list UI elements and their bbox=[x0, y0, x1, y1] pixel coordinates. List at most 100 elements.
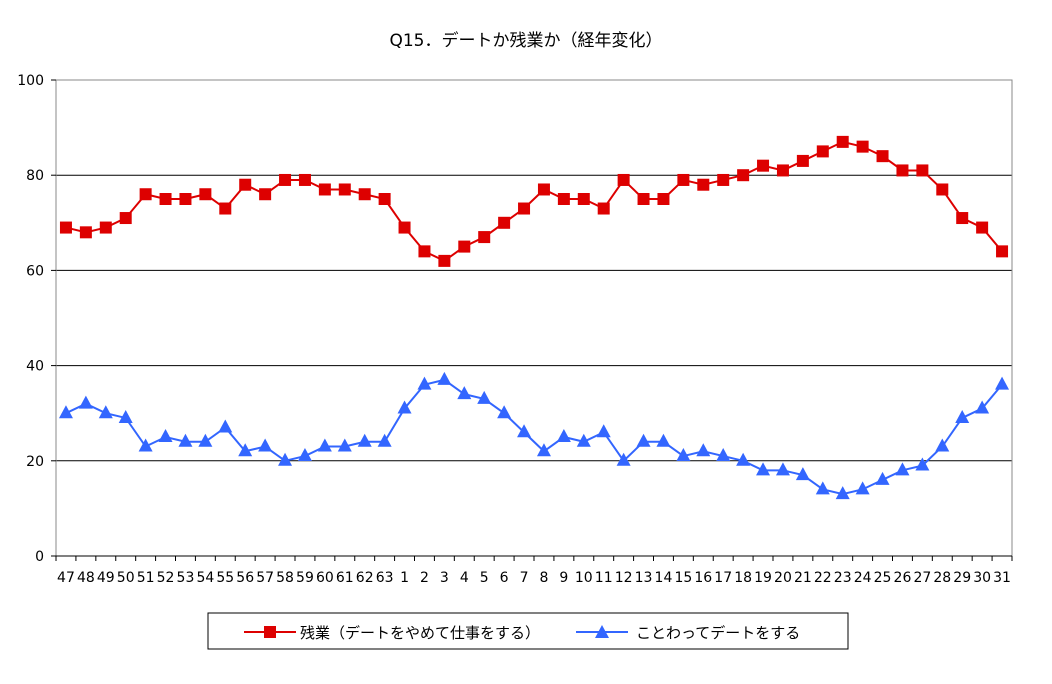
x-tick-label: 28 bbox=[933, 570, 951, 586]
data-point bbox=[815, 481, 830, 495]
x-tick-label: 57 bbox=[256, 570, 274, 586]
data-point bbox=[497, 405, 512, 419]
data-point bbox=[577, 193, 590, 205]
data-point bbox=[179, 193, 192, 205]
data-point bbox=[457, 386, 472, 400]
x-tick-label: 30 bbox=[973, 570, 991, 586]
data-point bbox=[556, 429, 571, 442]
x-tick-label: 12 bbox=[615, 570, 633, 586]
data-point bbox=[876, 150, 889, 163]
data-point bbox=[677, 173, 690, 186]
x-tick-label: 10 bbox=[575, 570, 593, 586]
x-tick-label: 22 bbox=[814, 570, 832, 586]
x-tick-label: 56 bbox=[236, 570, 254, 586]
data-point bbox=[536, 443, 551, 457]
data-point bbox=[357, 433, 372, 447]
data-point bbox=[298, 173, 311, 186]
x-tick-label: 58 bbox=[276, 570, 294, 586]
data-point bbox=[438, 254, 451, 267]
x-tick-label: 63 bbox=[376, 570, 394, 586]
series-layer bbox=[58, 135, 1010, 500]
legend: 残業（デートをやめて仕事をする） ことわってデートをする bbox=[207, 612, 849, 650]
data-point bbox=[816, 145, 829, 158]
data-point bbox=[437, 371, 452, 385]
x-tick-label: 2 bbox=[420, 570, 429, 586]
x-tick-label: 47 bbox=[57, 570, 75, 586]
data-point bbox=[537, 183, 550, 196]
data-point bbox=[636, 433, 651, 447]
x-tick-label: 26 bbox=[894, 570, 912, 586]
data-point bbox=[198, 433, 213, 447]
data-point bbox=[716, 448, 731, 462]
x-tick-label: 17 bbox=[714, 570, 732, 586]
data-point bbox=[139, 188, 152, 201]
data-point bbox=[478, 231, 491, 244]
data-point bbox=[78, 395, 93, 409]
data-point bbox=[836, 135, 849, 148]
data-point bbox=[259, 188, 272, 201]
x-tick-label: 31 bbox=[993, 570, 1011, 586]
data-point bbox=[995, 376, 1010, 390]
data-point bbox=[518, 202, 531, 215]
data-point bbox=[736, 452, 751, 466]
data-point bbox=[79, 226, 92, 239]
x-tick-label: 29 bbox=[953, 570, 971, 586]
x-tick-label: 11 bbox=[595, 570, 613, 586]
data-point bbox=[118, 409, 133, 423]
x-tick-label: 24 bbox=[854, 570, 872, 586]
data-point bbox=[98, 405, 113, 419]
y-tick-label: 40 bbox=[26, 359, 44, 375]
x-tick-label: 6 bbox=[500, 570, 509, 586]
data-point bbox=[637, 193, 650, 205]
data-point bbox=[458, 240, 471, 253]
data-point bbox=[717, 173, 730, 186]
data-point bbox=[975, 400, 990, 414]
data-point bbox=[956, 212, 969, 225]
data-point bbox=[756, 462, 771, 476]
data-point bbox=[279, 173, 292, 186]
gridlines bbox=[56, 174, 1012, 462]
x-tick-label: 27 bbox=[913, 570, 931, 586]
data-point bbox=[498, 216, 511, 229]
data-point bbox=[99, 221, 112, 234]
data-point bbox=[617, 173, 630, 186]
legend-box bbox=[207, 612, 849, 650]
data-point bbox=[576, 433, 591, 447]
data-point bbox=[159, 193, 172, 205]
y-tick-label: 0 bbox=[35, 549, 44, 565]
data-point bbox=[676, 448, 691, 462]
x-tick-label: 9 bbox=[559, 570, 568, 586]
x-tick-label: 49 bbox=[97, 570, 115, 586]
y-tick-label: 60 bbox=[26, 263, 44, 279]
data-point bbox=[696, 443, 711, 457]
data-point bbox=[936, 183, 949, 196]
x-tick-label: 52 bbox=[157, 570, 175, 586]
data-point bbox=[317, 438, 332, 452]
data-point bbox=[219, 202, 232, 215]
data-point bbox=[337, 438, 352, 452]
data-point bbox=[976, 221, 989, 234]
y-tick-label: 20 bbox=[26, 454, 44, 470]
data-point bbox=[297, 448, 312, 462]
x-tick-label: 21 bbox=[794, 570, 812, 586]
data-point bbox=[657, 193, 670, 205]
x-tick-label: 15 bbox=[674, 570, 692, 586]
data-point bbox=[776, 164, 789, 177]
data-point bbox=[996, 245, 1009, 258]
data-point bbox=[935, 438, 950, 452]
x-tick-label: 23 bbox=[834, 570, 852, 586]
x-tick-label: 1 bbox=[400, 570, 409, 586]
data-point bbox=[955, 409, 970, 423]
data-point bbox=[895, 462, 910, 476]
x-tick-label: 60 bbox=[316, 570, 334, 586]
x-tick-label: 54 bbox=[196, 570, 214, 586]
data-point bbox=[856, 140, 869, 153]
data-point bbox=[239, 178, 252, 191]
data-point bbox=[238, 443, 253, 457]
data-point bbox=[596, 424, 611, 438]
data-point bbox=[377, 433, 392, 447]
data-point bbox=[795, 467, 810, 481]
x-tick-label: 5 bbox=[480, 570, 489, 586]
x-tick-label: 55 bbox=[216, 570, 234, 586]
